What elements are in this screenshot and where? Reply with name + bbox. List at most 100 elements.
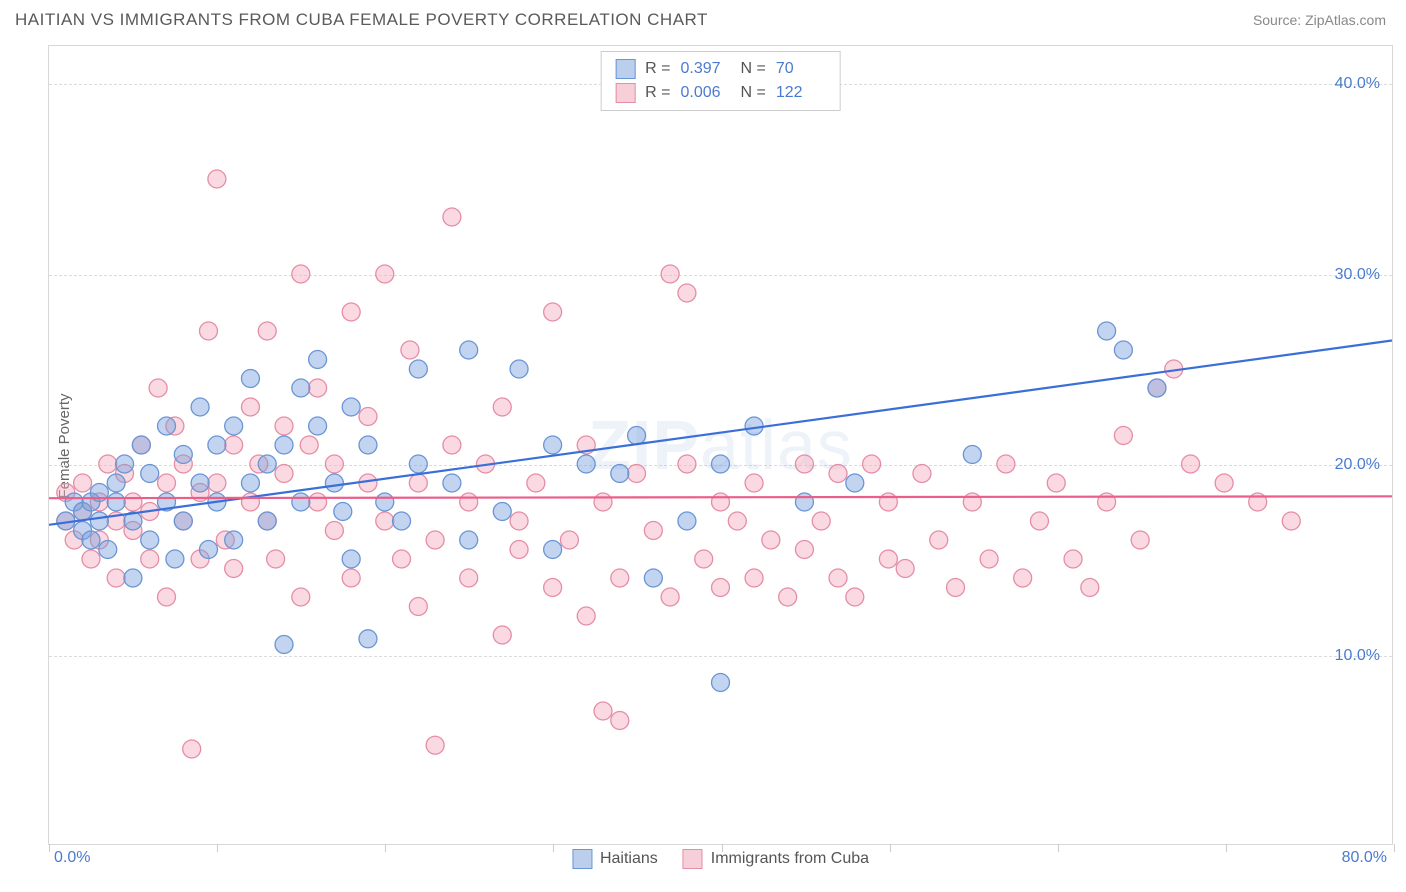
scatter-point bbox=[325, 474, 343, 492]
scatter-point bbox=[191, 398, 209, 416]
scatter-point bbox=[376, 493, 394, 511]
n-value-haitians: 70 bbox=[776, 60, 826, 78]
scatter-point bbox=[124, 493, 142, 511]
scatter-point bbox=[527, 474, 545, 492]
scatter-point bbox=[510, 360, 528, 378]
scatter-point bbox=[544, 579, 562, 597]
r-label: R = bbox=[645, 60, 670, 78]
scatter-point bbox=[74, 474, 92, 492]
r-value-haitians: 0.397 bbox=[681, 60, 731, 78]
scatter-point bbox=[460, 531, 478, 549]
scatter-point bbox=[225, 417, 243, 435]
scatter-point bbox=[963, 446, 981, 464]
scatter-point bbox=[460, 493, 478, 511]
scatter-point bbox=[712, 674, 730, 692]
scatter-point bbox=[359, 436, 377, 454]
chart-plot-area: ZIPatlas R = 0.397 N = 70 R = 0.006 N = … bbox=[48, 45, 1393, 845]
scatter-point bbox=[863, 455, 881, 473]
scatter-point bbox=[963, 493, 981, 511]
n-value-cuba: 122 bbox=[776, 84, 826, 102]
scatter-point bbox=[292, 493, 310, 511]
x-tick bbox=[1394, 844, 1395, 852]
x-min-label: 0.0% bbox=[54, 849, 90, 867]
scatter-point bbox=[141, 550, 159, 568]
scatter-point bbox=[443, 436, 461, 454]
scatter-point bbox=[141, 465, 159, 483]
scatter-point bbox=[174, 512, 192, 530]
scatter-point bbox=[678, 455, 696, 473]
scatter-point bbox=[225, 560, 243, 578]
scatter-point bbox=[409, 360, 427, 378]
scatter-point bbox=[166, 550, 184, 568]
scatter-point bbox=[745, 474, 763, 492]
scatter-point bbox=[275, 636, 293, 654]
scatter-point bbox=[409, 598, 427, 616]
scatter-point bbox=[309, 493, 327, 511]
scatter-point bbox=[980, 550, 998, 568]
scatter-point bbox=[183, 740, 201, 758]
scatter-point bbox=[107, 569, 125, 587]
scatter-point bbox=[628, 465, 646, 483]
scatter-point bbox=[460, 569, 478, 587]
scatter-point bbox=[795, 455, 813, 473]
scatter-point bbox=[1098, 322, 1116, 340]
scatter-point bbox=[594, 702, 612, 720]
scatter-point bbox=[1182, 455, 1200, 473]
scatter-point bbox=[661, 588, 679, 606]
scatter-point bbox=[359, 630, 377, 648]
scatter-point bbox=[1047, 474, 1065, 492]
scatter-point bbox=[510, 541, 528, 559]
scatter-point bbox=[1081, 579, 1099, 597]
scatter-point bbox=[359, 408, 377, 426]
scatter-point bbox=[376, 265, 394, 283]
scatter-point bbox=[879, 493, 897, 511]
scatter-point bbox=[1064, 550, 1082, 568]
scatter-point bbox=[745, 569, 763, 587]
scatter-point bbox=[334, 503, 352, 521]
scatter-point bbox=[292, 265, 310, 283]
r-label: R = bbox=[645, 84, 670, 102]
legend-label-haitians: Haitians bbox=[600, 850, 658, 868]
scatter-point bbox=[1148, 379, 1166, 397]
scatter-point bbox=[208, 170, 226, 188]
scatter-point bbox=[309, 351, 327, 369]
scatter-point bbox=[99, 455, 117, 473]
scatter-point bbox=[1014, 569, 1032, 587]
scatter-point bbox=[913, 465, 931, 483]
scatter-point bbox=[779, 588, 797, 606]
scatter-point bbox=[829, 569, 847, 587]
swatch-pink-icon bbox=[615, 83, 635, 103]
scatter-point bbox=[325, 455, 343, 473]
scatter-point bbox=[1114, 341, 1132, 359]
scatter-point bbox=[241, 398, 259, 416]
scatter-point bbox=[426, 736, 444, 754]
scatter-point bbox=[577, 607, 595, 625]
scatter-point bbox=[644, 522, 662, 540]
scatter-point bbox=[158, 474, 176, 492]
scatter-point bbox=[594, 493, 612, 511]
scatter-point bbox=[141, 531, 159, 549]
scatter-point bbox=[560, 531, 578, 549]
scatter-point bbox=[208, 474, 226, 492]
scatter-point bbox=[846, 474, 864, 492]
scatter-point bbox=[309, 417, 327, 435]
scatter-point bbox=[695, 550, 713, 568]
scatter-point bbox=[577, 455, 595, 473]
scatter-point bbox=[158, 417, 176, 435]
scatter-point bbox=[795, 541, 813, 559]
scatter-point bbox=[409, 455, 427, 473]
scatter-point bbox=[225, 531, 243, 549]
scatter-point bbox=[1131, 531, 1149, 549]
scatter-point bbox=[829, 465, 847, 483]
scatter-point bbox=[149, 379, 167, 397]
scatter-point bbox=[325, 522, 343, 540]
scatter-point bbox=[401, 341, 419, 359]
scatter-point bbox=[107, 493, 125, 511]
legend-label-cuba: Immigrants from Cuba bbox=[711, 850, 869, 868]
scatter-point bbox=[393, 512, 411, 530]
scatter-point bbox=[879, 550, 897, 568]
scatter-point bbox=[795, 493, 813, 511]
scatter-point bbox=[712, 493, 730, 511]
scatter-point bbox=[728, 512, 746, 530]
scatter-point bbox=[426, 531, 444, 549]
